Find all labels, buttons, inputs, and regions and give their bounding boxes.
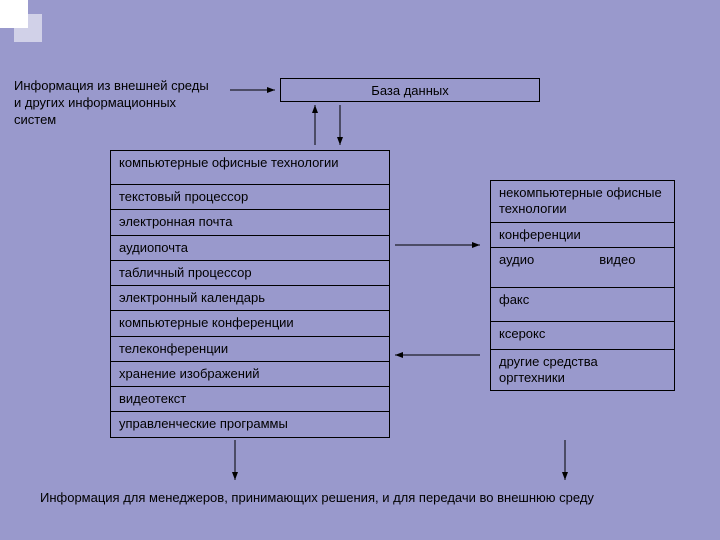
right-table-row: другие средства оргтехники — [491, 350, 674, 391]
left-table-row: аудиопочта — [111, 236, 389, 261]
left-table-row: телеконференции — [111, 337, 389, 362]
left-table-row: текстовый процессор — [111, 185, 389, 210]
corner-decoration — [0, 0, 120, 40]
left-table-row: видеотекст — [111, 387, 389, 412]
left-table-row: компьютерные офисные технологии — [111, 151, 389, 185]
right-table-row: некомпьютерные офисные технологии — [491, 181, 674, 223]
right-table-row: аудио видео — [491, 248, 674, 288]
right-table-row: ксерокс — [491, 322, 674, 350]
external-info-text: Информация из внешней среды и других инф… — [14, 78, 219, 129]
left-table-row: электронная почта — [111, 210, 389, 235]
right-table-row: конференции — [491, 223, 674, 248]
left-table-row: управленческие программы — [111, 412, 389, 436]
computer-tech-table: компьютерные офисные технологиитекстовый… — [110, 150, 390, 438]
right-table-row: факс — [491, 288, 674, 322]
noncomputer-tech-table: некомпьютерные офисные технологииконфере… — [490, 180, 675, 391]
database-box: База данных — [280, 78, 540, 102]
left-table-row: компьютерные конференции — [111, 311, 389, 336]
left-table-row: хранение изображений — [111, 362, 389, 387]
database-label: База данных — [371, 83, 448, 98]
left-table-row: табличный процессор — [111, 261, 389, 286]
left-table-row: электронный календарь — [111, 286, 389, 311]
managers-info-text: Информация для менеджеров, принимающих р… — [40, 490, 640, 507]
